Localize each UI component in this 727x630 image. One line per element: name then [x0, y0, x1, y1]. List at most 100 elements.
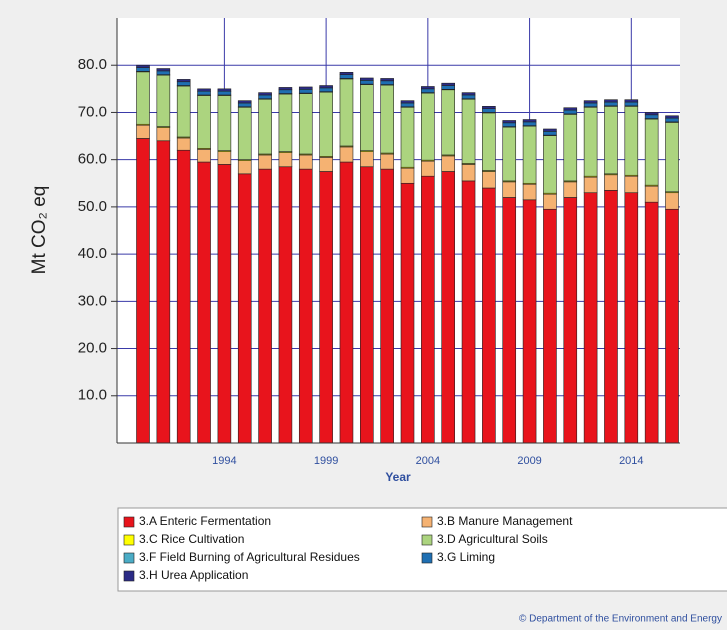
bar-segment — [482, 187, 496, 444]
bar-segment — [400, 182, 415, 444]
bar-segment — [441, 82, 455, 86]
bar-segment — [319, 157, 333, 172]
bar-segment — [136, 124, 150, 139]
bar-segment — [563, 114, 578, 182]
legend-label: 3.G Liming — [437, 550, 495, 564]
bar-segment — [197, 88, 211, 92]
bar-segment — [482, 108, 496, 113]
bar-segment — [197, 90, 211, 96]
bar-segment — [176, 85, 191, 138]
bar-segment — [258, 92, 272, 96]
legend-label: 3.D Agricultural Soils — [437, 532, 548, 546]
bar-segment — [217, 151, 232, 165]
bar-segment — [604, 101, 618, 107]
bar-segment — [217, 88, 232, 92]
bar-segment — [258, 154, 272, 170]
bar-segment — [583, 176, 598, 194]
legend-swatch — [123, 534, 135, 546]
bar-segment — [319, 91, 333, 157]
bar-segment — [644, 112, 659, 116]
bar-segment — [502, 181, 517, 198]
bar-segment — [624, 101, 639, 107]
bar-segment — [136, 64, 150, 68]
bar-segment — [278, 152, 293, 168]
bar-segment — [644, 201, 659, 444]
y-tick-label: 80.0 — [78, 56, 107, 73]
bar-segment — [543, 131, 557, 136]
bar-segment — [665, 208, 679, 444]
bar-segment — [624, 175, 639, 194]
bar-segment — [176, 81, 191, 86]
bar-segment — [441, 85, 455, 90]
bar-segment — [421, 88, 435, 93]
bar-segment — [522, 125, 537, 184]
bar-segment — [217, 95, 232, 151]
bar-segment — [583, 106, 598, 177]
bar-segment — [339, 161, 354, 444]
bar-segment — [400, 102, 415, 108]
bar-segment — [278, 166, 293, 444]
bar-segment — [360, 151, 374, 168]
bar-segment — [156, 127, 171, 142]
bar-segment — [400, 167, 415, 184]
bar-segment — [360, 80, 374, 85]
bar-segment — [421, 160, 435, 177]
bar-segment — [441, 89, 455, 156]
x-tick-label: 1994 — [212, 455, 236, 467]
bar-segment — [380, 80, 394, 85]
bar-segment — [502, 126, 517, 182]
bar-segment — [482, 106, 496, 109]
bar-segment — [400, 106, 415, 168]
legend-swatch — [421, 516, 433, 528]
bar-segment — [583, 102, 598, 108]
bar-segment — [237, 106, 252, 160]
bar-segment — [217, 90, 232, 96]
bar-segment — [502, 197, 517, 444]
bar-segment — [644, 185, 659, 203]
bar-segment — [421, 86, 435, 90]
legend-swatch — [123, 552, 135, 564]
x-tick-label: 1999 — [314, 455, 338, 467]
bar-segment — [583, 100, 598, 104]
bar-segment — [197, 95, 211, 149]
bar-segment — [502, 122, 517, 127]
bar-segment — [380, 84, 394, 154]
legend-label: 3.B Manure Management — [437, 514, 573, 528]
bar-segment — [237, 160, 252, 175]
bar-segment — [563, 109, 578, 115]
bar-segment — [665, 192, 679, 210]
bar-segment — [237, 102, 252, 108]
y-axis-title: Mt CO₂ eq — [29, 186, 50, 275]
bar-segment — [298, 89, 313, 94]
bar-segment — [380, 78, 394, 82]
bar-segment — [543, 208, 557, 444]
legend-label: 3.H Urea Application — [139, 568, 248, 582]
bar-segment — [176, 79, 191, 83]
bar-segment — [461, 180, 476, 444]
bar-segment — [604, 99, 618, 103]
y-tick-label: 70.0 — [78, 103, 107, 120]
bar-segment — [217, 164, 232, 444]
bar-segment — [278, 87, 293, 91]
bar-segment — [604, 106, 618, 175]
legend-label: 3.F Field Burning of Agricultural Residu… — [139, 550, 360, 564]
bar-segment — [278, 89, 293, 94]
bar-segment — [380, 153, 394, 170]
bar-segment — [258, 98, 272, 155]
bar-segment — [624, 192, 639, 444]
bar-segment — [461, 94, 476, 100]
bar-segment — [298, 86, 313, 90]
bar-segment — [156, 70, 171, 75]
bar-segment — [136, 138, 150, 444]
y-tick-label: 40.0 — [78, 245, 107, 262]
legend-swatch — [421, 534, 433, 546]
bar-segment — [197, 148, 211, 163]
bar-segment — [543, 135, 557, 194]
legend-swatch — [123, 570, 135, 582]
bar-segment — [543, 193, 557, 210]
bar-segment — [360, 77, 374, 81]
bar-segment — [156, 74, 171, 127]
bar-segment — [319, 85, 333, 89]
bar-segment — [482, 112, 496, 171]
